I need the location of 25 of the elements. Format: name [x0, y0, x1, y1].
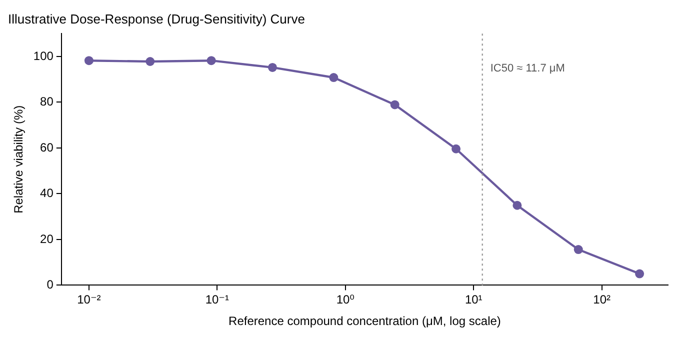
point: [574, 245, 583, 254]
x-tick-label: 10⁻¹: [205, 292, 230, 307]
x-axis-title: Reference compound concentration (μM, log scale): [228, 314, 501, 328]
point: [512, 200, 522, 210]
point: [635, 269, 644, 278]
x-tick-label: 10⁻²: [77, 292, 101, 307]
point: [268, 62, 277, 72]
y-tick-label: 40: [40, 186, 54, 200]
y-tick-label: 80: [40, 94, 54, 109]
y-tick-label: 60: [40, 140, 54, 154]
y-tick-label: 100: [33, 48, 54, 63]
chart-title: Illustrative Dose-Response (Drug-Sensitivity) Curve: [8, 11, 305, 26]
y-tick-label: 0: [46, 278, 54, 292]
y-tick-label: 20: [40, 232, 54, 246]
point: [84, 56, 94, 66]
point: [329, 73, 338, 82]
point: [452, 144, 461, 154]
x-tick-label: 10⁰: [336, 292, 355, 307]
point: [390, 100, 400, 110]
ref-line-label: IC50 ≈ 11.7 μM: [490, 62, 565, 75]
point: [206, 56, 216, 66]
point: [146, 57, 155, 66]
y-axis-title: Relative viability (%): [12, 105, 26, 214]
x-tick-label: 10²: [593, 292, 611, 307]
x-tick-label: 10¹: [464, 292, 482, 307]
